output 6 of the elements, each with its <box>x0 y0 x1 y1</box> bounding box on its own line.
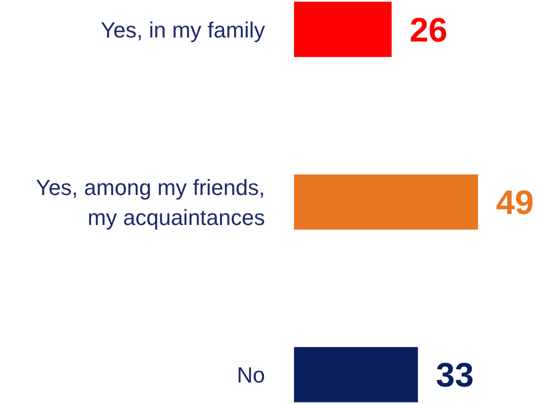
y-tick-label: Yes, among my friends, my acquaintances <box>36 175 265 230</box>
data-label: 26 <box>410 11 448 50</box>
y-tick-label: Yes, in my family <box>100 17 265 42</box>
data-label: 33 <box>436 356 474 395</box>
data-label: 49 <box>496 184 534 222</box>
y-tick-label: No <box>236 362 265 388</box>
